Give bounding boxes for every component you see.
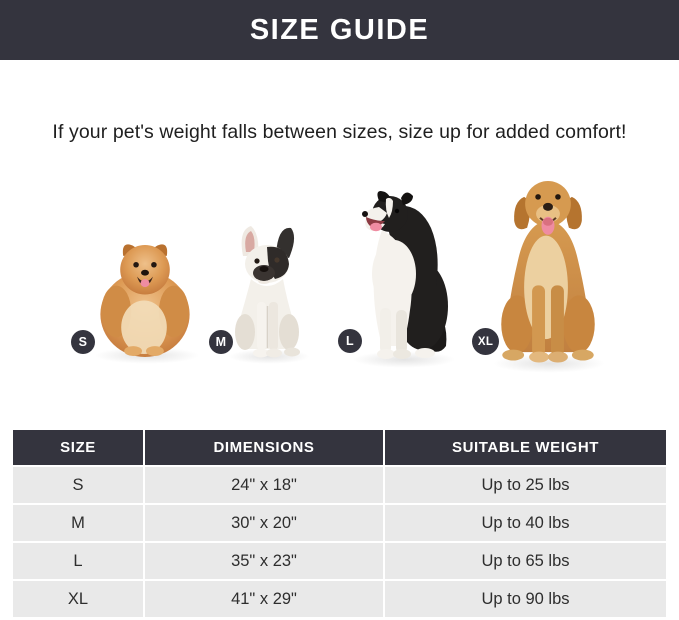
size-badge-xl: XL: [472, 328, 499, 355]
cell-weight: Up to 40 lbs: [385, 505, 666, 541]
cell-size: M: [13, 505, 143, 541]
french-bulldog-illustration: [235, 226, 300, 358]
cell-dimensions: 30" x 20": [145, 505, 383, 541]
table-row-xl: XL 41" x 29" Up to 90 lbs: [13, 581, 666, 617]
header-bar: SIZE GUIDE: [0, 0, 679, 60]
cell-weight: Up to 90 lbs: [385, 581, 666, 617]
golden-retriever-illustration: [501, 180, 595, 363]
cell-size: XL: [13, 581, 143, 617]
size-badge-s: S: [71, 330, 95, 354]
table-row-m: M 30" x 20" Up to 40 lbs: [13, 505, 666, 541]
size-badge-m: M: [209, 330, 233, 354]
table-header-row: SIZE DIMENSIONS SUITABLE WEIGHT: [13, 430, 666, 465]
cell-dimensions: 35" x 23": [145, 543, 383, 579]
page-title: SIZE GUIDE: [249, 13, 430, 46]
size-badge-l: L: [338, 329, 362, 353]
pomeranian-illustration: [100, 244, 190, 357]
border-collie-illustration: [362, 191, 448, 359]
column-header-size: SIZE: [13, 430, 143, 465]
cell-dimensions: 41" x 29": [145, 581, 383, 617]
cell-dimensions: 24" x 18": [145, 467, 383, 503]
column-header-dimensions: DIMENSIONS: [145, 430, 383, 465]
cell-weight: Up to 65 lbs: [385, 543, 666, 579]
size-table: SIZE DIMENSIONS SUITABLE WEIGHT S 24" x …: [13, 430, 666, 619]
cell-size: S: [13, 467, 143, 503]
table-row-l: L 35" x 23" Up to 65 lbs: [13, 543, 666, 579]
column-header-suitable-weight: SUITABLE WEIGHT: [385, 430, 666, 465]
cell-size: L: [13, 543, 143, 579]
subtitle: If your pet's weight falls between sizes…: [52, 120, 627, 143]
cell-weight: Up to 25 lbs: [385, 467, 666, 503]
table-row-s: S 24" x 18" Up to 25 lbs: [13, 467, 666, 503]
